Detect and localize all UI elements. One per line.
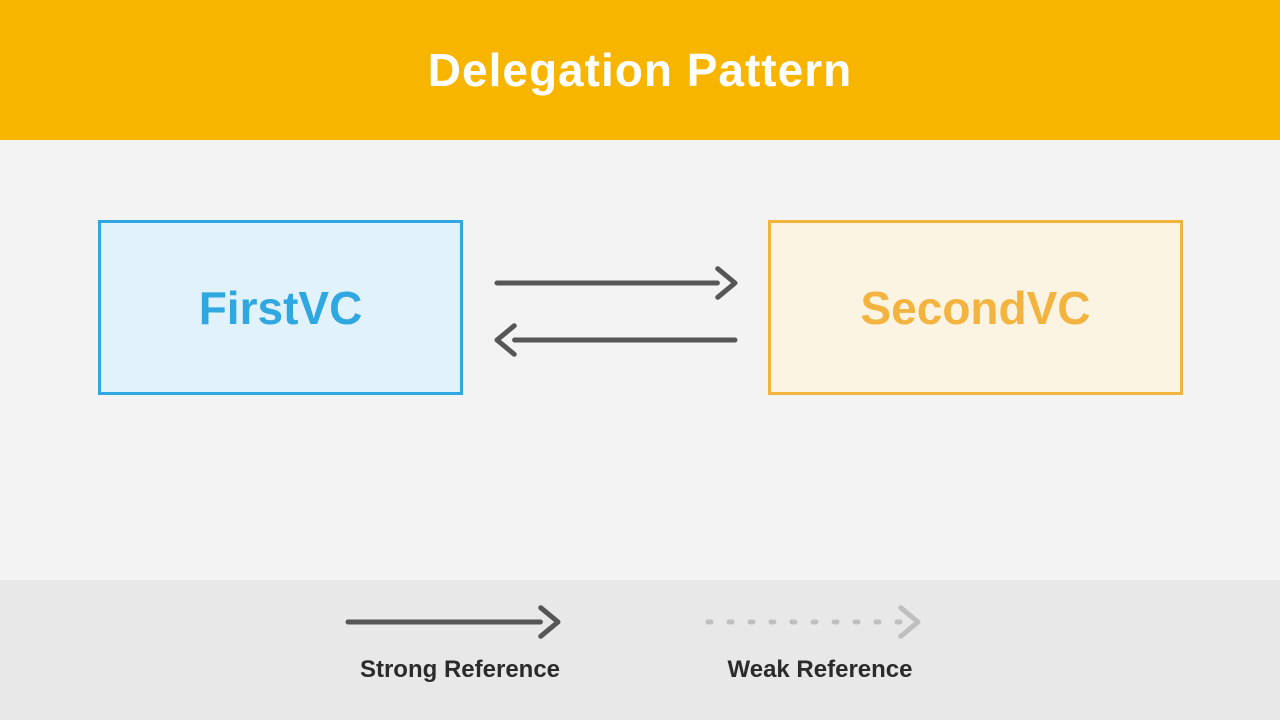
legend-bar: Strong Reference Weak Reference: [0, 580, 1280, 720]
legend-weak-label: Weak Reference: [728, 656, 913, 684]
legend-strong-arrow-icon: [340, 602, 580, 642]
diagram-page: Delegation Pattern FirstVC SecondVC Stro…: [0, 0, 1280, 720]
legend-item-weak: Weak Reference: [700, 602, 940, 684]
legend-item-strong: Strong Reference: [340, 602, 580, 684]
diagram-main: FirstVC SecondVC: [0, 140, 1280, 580]
legend-weak-arrow-icon: [700, 602, 940, 642]
connection-arrows: [0, 140, 1280, 580]
legend-strong-label: Strong Reference: [360, 656, 560, 684]
page-title: Delegation Pattern: [428, 43, 852, 97]
header-bar: Delegation Pattern: [0, 0, 1280, 140]
